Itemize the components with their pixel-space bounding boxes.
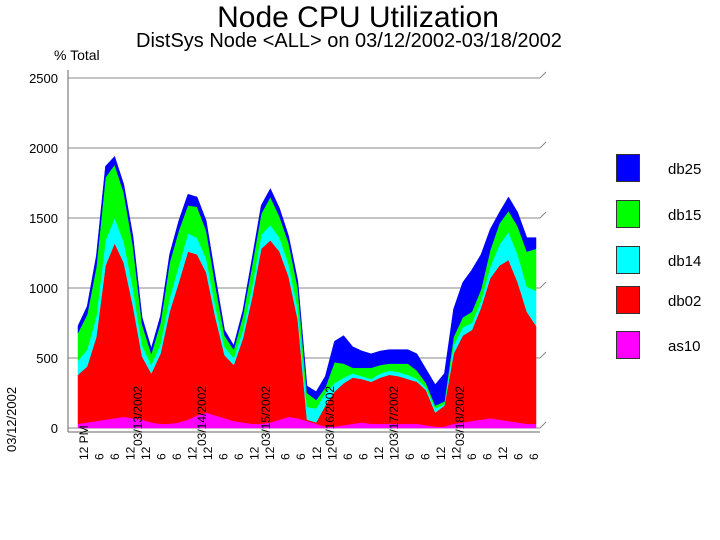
x-tick-label: 12 xyxy=(325,446,339,460)
y-tick-label: 500 xyxy=(36,351,58,366)
x-tick-label: 12 xyxy=(372,446,386,460)
x-tick-label: 12 xyxy=(248,446,262,460)
legend-label: db25 xyxy=(668,161,702,178)
legend-swatch xyxy=(616,246,640,274)
y-tick-label: 1500 xyxy=(29,211,58,226)
y-tick-label: 0 xyxy=(51,421,58,436)
x-date-label: 03/15/2002 xyxy=(259,386,273,446)
gridline-tick-2000 xyxy=(539,141,547,149)
x-tick-label: 12 xyxy=(449,446,463,460)
x-tick-label: 6 xyxy=(93,453,107,460)
x-tick-label: 12 xyxy=(310,446,324,460)
x-tick-label: 6 xyxy=(465,453,479,460)
gridline-tick-2500 xyxy=(539,71,547,79)
legend-item-db15: db15 xyxy=(616,200,716,230)
legend-label: db02 xyxy=(668,293,702,310)
gridline-tick-1000 xyxy=(539,281,547,289)
y-axis-label: % Total xyxy=(54,47,100,63)
x-date-label: 03/17/2002 xyxy=(387,386,401,446)
x-tick-label: 6 xyxy=(217,453,231,460)
chart-subtitle: DistSys Node <ALL> on 03/12/2002-03/18/2… xyxy=(136,30,562,52)
x-tick-label: 6 xyxy=(279,453,293,460)
x-tick-label: 6 xyxy=(418,453,432,460)
y-tick-label: 2500 xyxy=(29,71,58,86)
x-tick-label: 12 xyxy=(434,446,448,460)
x-tick-label: 6 xyxy=(480,453,494,460)
x-tick-label: 6 xyxy=(294,453,308,460)
legend-swatch xyxy=(616,286,640,314)
legend-swatch xyxy=(616,154,640,182)
gridline-tick-1500 xyxy=(539,211,547,219)
x-tick-label: 6 xyxy=(108,453,122,460)
y-tick-labels: 0 500 1000 1500 2000 2500 xyxy=(29,71,58,436)
x-tick-label: 6 xyxy=(527,453,541,460)
y-tick-label: 2000 xyxy=(29,141,58,156)
x-tick-label: 12 PM xyxy=(77,425,91,460)
legend-swatch xyxy=(616,200,640,228)
legend-item-db02: db02 xyxy=(616,286,716,316)
x-tick-label: 12 xyxy=(496,446,510,460)
x-tick-labels: 12 PM 6 6 12 12 6 6 12 12 6 6 12 12 6 6 12 12 6 6 12 12 6 6 12 1… xyxy=(77,386,541,460)
x-tick-label: 12 xyxy=(124,446,138,460)
chart-title: Node CPU Utilization xyxy=(217,1,499,34)
x-date-label: 03/13/2002 xyxy=(131,386,145,446)
x-date-label: 03/18/2002 xyxy=(453,386,467,446)
x-tick-label: 12 xyxy=(263,446,277,460)
x-tick-label: 12 xyxy=(186,446,200,460)
series-area-db25 xyxy=(77,155,537,406)
gridline-tick-500 xyxy=(539,351,547,359)
x-date-label: 03/16/2002 xyxy=(323,386,337,446)
y-tick-label: 1000 xyxy=(29,281,58,296)
x-tick-label: 12 xyxy=(139,446,153,460)
chart-areas xyxy=(77,155,537,429)
x-tick-label: 6 xyxy=(155,453,169,460)
legend-label: as10 xyxy=(668,338,701,355)
x-tick-label: 12 xyxy=(387,446,401,460)
legend-label: db15 xyxy=(668,207,702,224)
x-tick-label: 6 xyxy=(170,453,184,460)
gridline-tick-0 xyxy=(539,421,547,429)
date-label: 03/12/2002 xyxy=(4,387,19,452)
x-tick-label: 12 xyxy=(201,446,215,460)
x-tick-label: 6 xyxy=(341,453,355,460)
x-tick-label: 6 xyxy=(232,453,246,460)
chart-axes xyxy=(67,70,540,433)
legend-item-as10: as10 xyxy=(616,331,716,361)
x-tick-label: 6 xyxy=(356,453,370,460)
legend-swatch xyxy=(616,331,640,359)
x-tick-label: 6 xyxy=(511,453,525,460)
legend-item-db25: db25 xyxy=(616,154,716,184)
x-date-label: 03/14/2002 xyxy=(195,386,209,446)
legend-label: db14 xyxy=(668,253,702,270)
legend-item-db14: db14 xyxy=(616,246,716,276)
x-tick-label: 6 xyxy=(403,453,417,460)
